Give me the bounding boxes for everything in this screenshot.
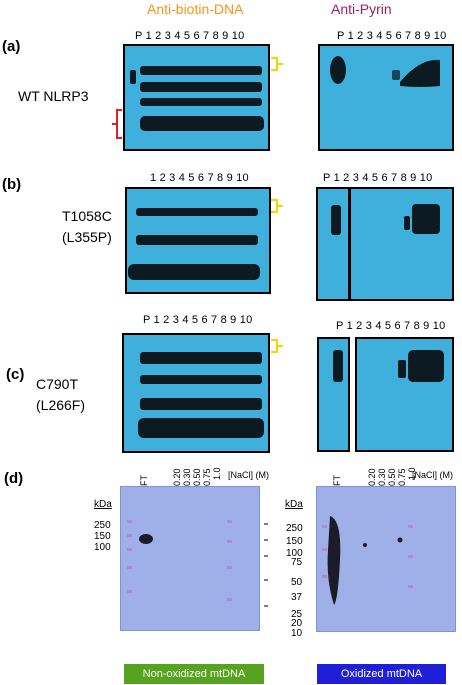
marker-right-25: 25 [291,609,303,620]
nacl-label-right: [NaCl] (M) [412,470,453,480]
anti-biotin-dna-header: Anti-biotin-DNA [147,1,244,17]
panel-a-sample: WT NLRP3 [18,88,89,104]
marker-right-75: 75 [291,557,303,568]
panel-b-lanes-left: 1 2 3 4 5 6 7 8 9 10 [150,172,249,184]
panel-b-label: (b) [2,176,22,193]
panel-c-sample-line1: C790T [36,376,79,392]
panel-a-lanes-right: P 1 2 3 4 5 6 7 8 9 10 [337,30,447,42]
kda-label-right: kDa [285,499,303,510]
panel-a-label: (a) [2,38,21,55]
caption-oxidized: Oxidized mtDNA [317,664,446,684]
panel-c-sample-line2: (L266F) [36,397,86,413]
panel-d-label: (d) [4,470,24,487]
marker-right-50: 50 [291,577,303,588]
panel-c-label: (c) [6,366,25,383]
marker-left-100: 100 [94,542,111,553]
panel-c-lanes-right: P 1 2 3 4 5 6 7 8 9 10 [336,320,446,332]
panel-b-lanes-right: P 1 2 3 4 5 6 7 8 9 10 [323,172,433,184]
caption-non-oxidized: Non-oxidized mtDNA [124,664,264,684]
panel-b-sample-line2: (L355P) [62,229,112,245]
blot-a-left [123,44,270,151]
nacl-label-left: [NaCl] (M) [228,470,269,480]
membrane-non-oxidized [120,486,260,631]
anti-pyrin-header: Anti-Pyrin [331,1,392,17]
panel-b-sample-line1: T1058C [62,208,112,224]
marker-left-250: 250 [94,520,111,531]
marker-right-10: 10 [291,628,303,639]
panel-c-lanes-left: P 1 2 3 4 5 6 7 8 9 10 [143,314,253,326]
marker-right-20: 20 [291,618,303,629]
marker-right-100: 100 [286,548,303,559]
panel-a-lanes-left: P 1 2 3 4 5 6 7 8 9 10 [135,30,245,42]
marker-right-150: 150 [286,536,303,547]
marker-right-250: 250 [286,523,303,534]
marker-left-150: 150 [94,531,111,542]
kda-label-left: kDa [94,499,112,510]
marker-right-37: 37 [291,592,303,603]
